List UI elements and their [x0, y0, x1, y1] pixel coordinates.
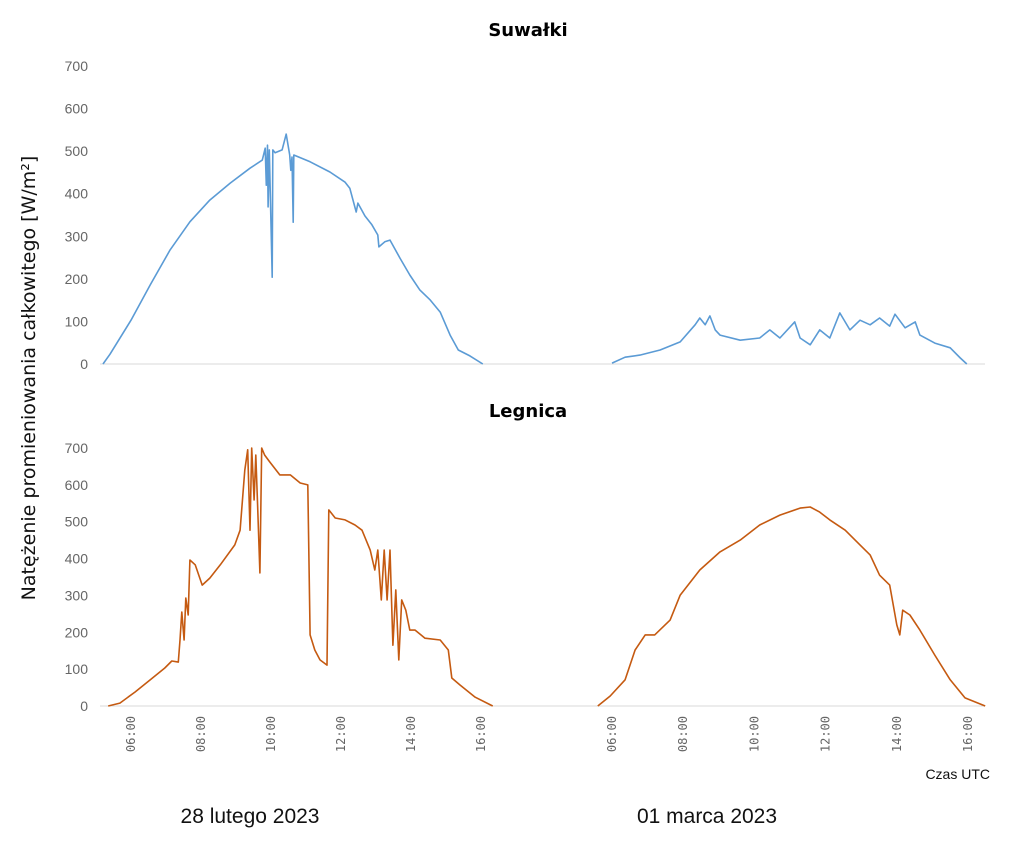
y-tick-label: 600 — [65, 477, 89, 493]
x-axis-label: Czas UTC — [925, 766, 990, 782]
y-tick-label: 600 — [65, 101, 89, 117]
x-tick-label: 14:00 — [404, 716, 418, 752]
series-line-suwałki-day1 — [102, 133, 484, 365]
x-tick-label: 16:00 — [961, 716, 975, 752]
y-tick-label: 0 — [80, 698, 88, 714]
y-tick-label: 100 — [65, 313, 89, 329]
y-tick-label: 300 — [65, 228, 89, 244]
y-axis-label: Natężenie promieniowania całkowitego [W/… — [18, 156, 40, 601]
x-tick-label: 12:00 — [334, 716, 348, 752]
chart-title-legnica: Legnica — [489, 401, 567, 422]
x-tick-label: 10:00 — [747, 716, 761, 752]
series-line-suwałki-day2 — [611, 312, 968, 365]
date-label-day1: 28 lutego 2023 — [181, 805, 320, 828]
x-tick-label: 10:00 — [264, 716, 278, 752]
y-tick-label: 0 — [80, 356, 88, 372]
y-tick-label: 200 — [65, 624, 89, 640]
x-tick-label: 16:00 — [474, 716, 488, 752]
y-tick-label: 700 — [65, 58, 89, 74]
series-line-legnica-day1 — [108, 447, 494, 707]
y-tick-label: 400 — [65, 186, 89, 202]
chart-title-suwalki: Suwałki — [488, 20, 567, 41]
series-line-legnica-day2 — [597, 506, 986, 707]
y-tick-label: 500 — [65, 514, 89, 530]
x-tick-label: 12:00 — [819, 716, 833, 752]
x-tick-label: 08:00 — [194, 716, 208, 752]
x-tick-label: 14:00 — [890, 716, 904, 752]
y-tick-label: 100 — [65, 661, 89, 677]
date-label-day2: 01 marca 2023 — [637, 805, 777, 828]
x-tick-label: 06:00 — [124, 716, 138, 752]
x-tick-label: 08:00 — [676, 716, 690, 752]
y-tick-label: 400 — [65, 551, 89, 567]
x-tick-label: 06:00 — [605, 716, 619, 752]
y-tick-label: 700 — [65, 440, 89, 456]
y-tick-label: 300 — [65, 587, 89, 603]
y-tick-label: 200 — [65, 271, 89, 287]
y-tick-label: 500 — [65, 143, 89, 159]
